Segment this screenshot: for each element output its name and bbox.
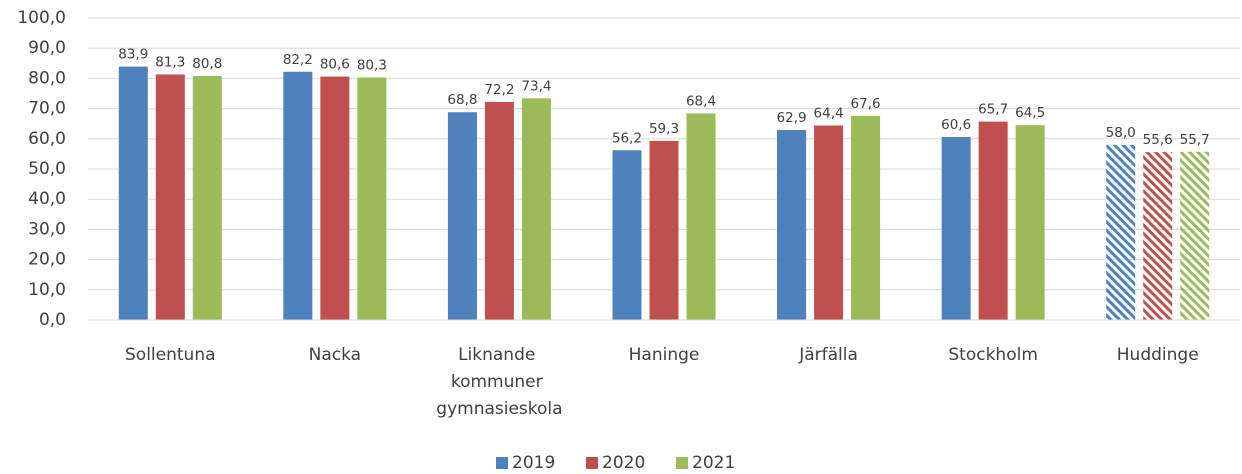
bar [118,66,148,320]
bar [1143,152,1173,320]
y-tick-label: 60,0 [28,129,66,149]
x-tick-label: Huddinge [1117,345,1199,365]
x-tick-label: Järfälla [798,345,858,365]
bar [155,74,185,320]
data-label: 56,2 [612,130,642,146]
data-label: 59,3 [649,121,679,137]
y-tick-label: 30,0 [28,219,66,239]
bar [1106,144,1136,320]
bar [777,130,807,320]
data-label: 68,4 [686,93,716,109]
x-tick-label: Liknande kommuner gymnasieskola [436,345,562,419]
bar [612,150,642,320]
data-label: 80,3 [357,57,387,73]
bar [484,101,514,321]
bar [686,113,716,320]
data-label: 82,2 [283,52,313,68]
data-label: 80,6 [320,57,350,73]
x-tick-label: Nacka [309,345,361,365]
y-tick-label: 90,0 [28,38,66,58]
legend-label: 2020 [602,453,645,473]
legend-swatch [496,457,508,469]
data-label: 60,6 [941,117,971,133]
data-label: 67,6 [851,96,881,112]
bar [320,76,350,320]
bar [941,136,971,320]
y-tick-label: 10,0 [28,280,66,300]
bar [649,140,679,320]
bar [1015,125,1045,321]
data-label: 64,4 [814,106,844,122]
legend-label: 2019 [512,453,555,473]
legend-swatch [676,457,688,469]
data-label: 58,0 [1106,125,1136,141]
data-label: 80,8 [192,56,222,72]
bar [447,112,477,320]
y-tick-label: 20,0 [28,250,66,270]
bar [814,125,844,321]
data-label: 55,7 [1180,132,1210,148]
x-tick-label: Haninge [629,345,700,365]
data-label: 62,9 [777,110,807,126]
data-label: 81,3 [155,54,185,70]
y-tick-label: 40,0 [28,189,66,209]
y-tick-label: 70,0 [28,99,66,119]
bar [1180,151,1210,320]
data-label: 55,6 [1143,132,1173,148]
data-label: 72,2 [484,82,514,98]
y-tick-label: 80,0 [28,68,66,88]
data-label: 64,5 [1015,105,1045,121]
y-tick-label: 100,0 [17,8,66,28]
x-tick-label: Sollentuna [125,345,216,365]
bar [192,75,222,320]
y-tick-label: 50,0 [28,159,66,179]
bar [357,77,387,320]
legend-label: 2021 [692,453,735,473]
data-label: 68,8 [447,92,477,108]
data-label: 65,7 [978,102,1008,118]
bar [283,71,313,320]
bar [521,98,551,320]
legend-swatch [586,457,598,469]
bar [851,115,881,321]
x-tick-label: Stockholm [948,345,1038,365]
data-label: 73,4 [521,78,551,94]
y-tick-label: 0,0 [39,310,66,330]
data-label: 83,9 [118,47,148,63]
bar [978,121,1008,320]
